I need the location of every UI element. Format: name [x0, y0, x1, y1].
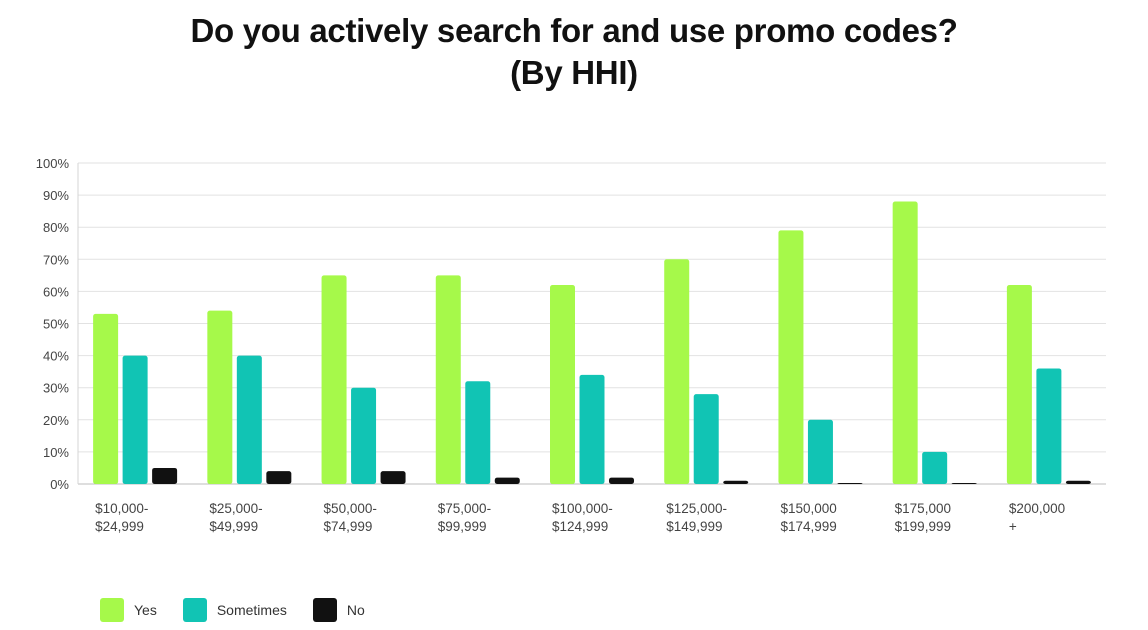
- legend-swatch-no: [312, 598, 337, 622]
- y-tick-label: 10%: [43, 445, 69, 460]
- y-tick-label: 60%: [43, 284, 69, 299]
- bar-sometimes: [351, 387, 377, 484]
- bar-no: [380, 471, 406, 484]
- bar-no: [266, 471, 292, 484]
- bar-sometimes: [465, 381, 491, 484]
- x-tick-label: $75,000-: [438, 501, 491, 516]
- x-tick-label: $49,999: [209, 519, 258, 534]
- x-tick-label: $200,000: [1009, 501, 1065, 516]
- legend-label-yes: Yes: [134, 602, 157, 618]
- bar-no: [837, 483, 863, 484]
- bar-yes: [778, 230, 804, 484]
- y-tick-label: 20%: [43, 413, 69, 428]
- bar-yes: [435, 275, 461, 484]
- legend-item-yes: Yes: [100, 598, 157, 622]
- bar-no: [494, 477, 520, 484]
- y-tick-label: 90%: [43, 188, 69, 203]
- y-tick-label: 70%: [43, 252, 69, 267]
- bar-sometimes: [693, 394, 719, 484]
- bar-yes: [550, 284, 575, 484]
- bar-no: [152, 467, 178, 484]
- bar-sometimes: [807, 419, 833, 484]
- bar-yes: [207, 310, 233, 484]
- bar-no: [723, 480, 749, 484]
- legend-label-sometimes: Sometimes: [216, 602, 287, 618]
- bar-sometimes: [922, 451, 948, 484]
- legend: Yes Sometimes No: [100, 597, 391, 623]
- x-tick-label: $125,000-: [666, 501, 727, 516]
- y-tick-label: 30%: [43, 381, 69, 396]
- x-tick-label: $10,000-: [95, 501, 148, 516]
- x-tick-label: $100,000-: [552, 501, 613, 516]
- x-tick-label: $124,999: [552, 519, 608, 534]
- legend-swatch-sometimes: [182, 598, 207, 622]
- y-tick-label: 100%: [36, 156, 70, 171]
- bar-sometimes: [1036, 368, 1062, 484]
- y-tick-label: 80%: [43, 220, 69, 235]
- x-tick-label: $99,999: [438, 519, 487, 534]
- bar-sometimes: [122, 355, 148, 484]
- bar-sometimes: [579, 374, 605, 484]
- x-tick-label: $174,999: [780, 519, 836, 534]
- x-tick-label: +: [1009, 519, 1017, 534]
- x-tick-label: $175,000: [895, 501, 951, 516]
- bar-yes: [93, 313, 119, 484]
- chart-subtitle: (By HHI): [510, 54, 638, 91]
- legend-swatch-yes: [100, 598, 124, 622]
- legend-item-no: No: [312, 598, 365, 622]
- chart-title-block: Do you actively search for and use promo…: [0, 10, 1148, 94]
- y-tick-label: 50%: [43, 317, 69, 332]
- bar-no: [609, 477, 634, 484]
- legend-label-no: No: [346, 602, 365, 618]
- bar-yes: [1006, 284, 1032, 484]
- y-tick-label: 0%: [50, 477, 69, 492]
- bar-no: [1065, 480, 1091, 484]
- legend-item-sometimes: Sometimes: [182, 598, 287, 622]
- y-tick-label: 40%: [43, 349, 69, 364]
- x-tick-label: $149,999: [666, 519, 722, 534]
- x-tick-label: $24,999: [95, 519, 144, 534]
- x-tick-label: $50,000-: [324, 501, 377, 516]
- x-tick-label: $74,999: [324, 519, 373, 534]
- bar-no: [951, 483, 977, 484]
- bar-yes: [892, 201, 918, 484]
- x-tick-label: $150,000: [780, 501, 836, 516]
- x-tick-label: $199,999: [895, 519, 951, 534]
- bar-yes: [664, 259, 690, 484]
- chart-title: Do you actively search for and use promo…: [190, 12, 958, 49]
- bar-sometimes: [236, 355, 262, 484]
- bar-yes: [321, 275, 347, 484]
- x-tick-label: $25,000-: [209, 501, 262, 516]
